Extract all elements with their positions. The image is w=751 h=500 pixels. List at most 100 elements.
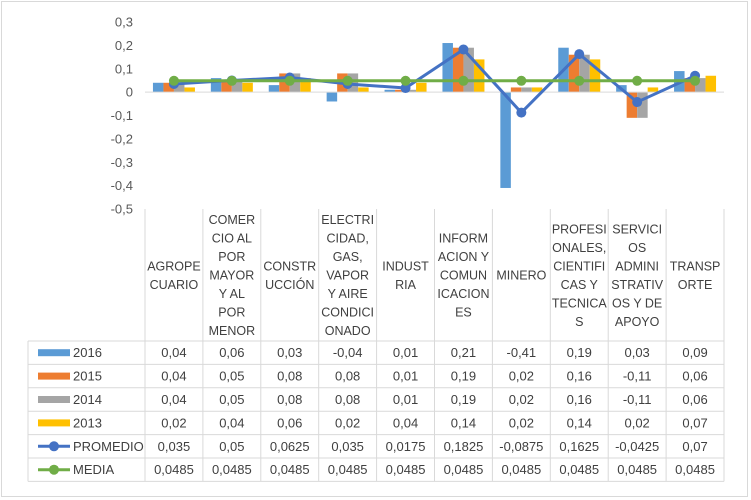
- y-tick-label: -0,1: [111, 108, 133, 123]
- value-cell-PROMEDIO: 0,05: [219, 439, 244, 454]
- category-label: Y AL: [219, 287, 245, 301]
- value-cell-2014: 0,01: [393, 392, 418, 407]
- category-label: APOYO: [615, 315, 660, 329]
- bar-2015-6: [510, 87, 522, 93]
- value-cell-2016: 0,19: [567, 345, 592, 360]
- category-label: ES: [455, 306, 472, 320]
- value-cell-2013: 0,02: [624, 415, 649, 430]
- point-MEDIA-1: [226, 75, 237, 86]
- category-label: COMER: [209, 213, 256, 227]
- bar-2014-7: [579, 54, 590, 93]
- value-cell-2014: 0,08: [277, 392, 302, 407]
- value-cell-2013: 0,04: [393, 415, 418, 430]
- y-tick-label: -0,3: [111, 155, 133, 170]
- value-cell-PROMEDIO: 0,035: [158, 439, 191, 454]
- bar-2016-6: [500, 92, 511, 188]
- category-label: POR: [218, 250, 245, 264]
- category-label: CUARIO: [150, 278, 199, 292]
- bar-2013-3: [358, 87, 369, 93]
- bar-2013-8: [647, 87, 659, 93]
- value-cell-MEDIA: 0,0485: [501, 462, 541, 477]
- point-MEDIA-6: [516, 75, 527, 86]
- value-cell-PROMEDIO: 0,1825: [444, 439, 484, 454]
- category-label: ICACION: [437, 287, 489, 301]
- value-cell-2016: -0,04: [333, 345, 363, 360]
- value-cell-2013: 0,04: [219, 415, 244, 430]
- bar-2014-0: [173, 82, 185, 93]
- value-cell-2015: 0,16: [567, 369, 592, 384]
- category-label: GAS,: [333, 250, 363, 264]
- legend-key-marker-MEDIA: [49, 464, 59, 475]
- category-label: CIENTIFI: [553, 259, 605, 273]
- y-tick-label: -0,4: [111, 178, 133, 193]
- bar-2015-7: [568, 54, 580, 93]
- category-label: OS: [628, 241, 646, 255]
- value-cell-2013: 0,02: [161, 415, 186, 430]
- point-MEDIA-5: [458, 75, 469, 86]
- category-label: UCCIÓN: [265, 277, 314, 292]
- value-cell-2014: 0,06: [682, 392, 707, 407]
- point-MEDIA-9: [690, 75, 701, 86]
- bar-2016-3: [326, 92, 338, 102]
- bar-2013-4: [416, 82, 427, 93]
- bar-2014-2: [289, 73, 301, 93]
- bar-2015-2: [279, 73, 290, 93]
- bar-2013-6: [531, 87, 543, 93]
- value-cell-MEDIA: 0,0485: [270, 462, 310, 477]
- y-tick-label: 0,2: [115, 38, 133, 53]
- point-MEDIA-4: [400, 75, 411, 86]
- value-cell-2016: -0,41: [507, 345, 537, 360]
- category-label: CONDICI: [321, 306, 374, 320]
- category-label: ELECTRI: [321, 213, 374, 227]
- category-label: Y AIRE: [328, 287, 368, 301]
- category-label: INFORM: [439, 232, 488, 246]
- legend-key-marker-PROMEDIO: [49, 441, 59, 452]
- value-cell-PROMEDIO: 0,0175: [386, 439, 426, 454]
- bar-2013-0: [184, 87, 195, 93]
- bar-2014-1: [231, 80, 243, 93]
- legend-key-2013: [38, 419, 70, 427]
- category-label: INDUST: [382, 259, 429, 273]
- data-table-grid: [27, 209, 725, 482]
- value-cell-MEDIA: 0,0485: [386, 462, 426, 477]
- y-tick-label: 0,1: [115, 61, 133, 76]
- value-cell-PROMEDIO: 0,07: [682, 439, 707, 454]
- category-label: CAS Y: [561, 278, 599, 292]
- value-cell-2016: 0,21: [451, 345, 476, 360]
- value-cell-PROMEDIO: 0,035: [331, 439, 364, 454]
- bar-2016-2: [268, 85, 280, 93]
- category-label: TECNICA: [552, 296, 608, 310]
- legend-key-2014: [38, 396, 70, 403]
- legend-label-2015: 2015: [73, 369, 102, 384]
- value-cell-PROMEDIO: 0,0625: [270, 439, 310, 454]
- value-cell-2013: 0,02: [335, 415, 360, 430]
- bar-2013-1: [242, 82, 253, 93]
- value-cell-2014: 0,08: [335, 392, 360, 407]
- category-label: MAYOR: [209, 269, 254, 283]
- value-cell-MEDIA: 0,0485: [212, 462, 252, 477]
- point-MEDIA-2: [284, 75, 295, 86]
- point-PROMEDIO-7: [574, 49, 585, 60]
- category-label: TRANSP: [670, 259, 721, 273]
- category-label: ACION Y: [438, 250, 490, 264]
- bar-2016-1: [210, 78, 222, 93]
- value-cell-2014: 0,02: [509, 392, 534, 407]
- point-PROMEDIO-8: [632, 97, 643, 108]
- point-MEDIA-3: [342, 75, 353, 86]
- value-cell-2014: 0,16: [567, 392, 592, 407]
- value-cell-PROMEDIO: -0,0425: [615, 439, 659, 454]
- value-cell-2013: 0,02: [509, 415, 534, 430]
- value-cell-MEDIA: 0,0485: [328, 462, 368, 477]
- category-label: RIA: [395, 278, 417, 292]
- category-label: S: [575, 315, 583, 329]
- category-label: ONADO: [325, 324, 371, 338]
- value-cell-2015: 0,01: [393, 369, 418, 384]
- category-label: CIO AL: [212, 232, 252, 246]
- value-cell-PROMEDIO: 0,1625: [559, 439, 599, 454]
- bar-2013-5: [473, 59, 485, 93]
- value-cell-2016: 0,01: [393, 345, 418, 360]
- category-label: MINERO: [496, 269, 546, 283]
- category-label: ADMINI: [615, 259, 659, 273]
- category-label: ORTE: [678, 278, 713, 292]
